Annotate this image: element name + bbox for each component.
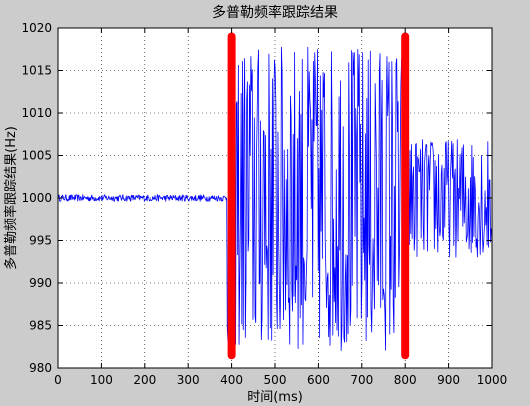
- y-tick-label: 1005: [21, 149, 52, 163]
- x-tick-label: 300: [177, 373, 200, 387]
- y-tick-label: 985: [29, 319, 52, 333]
- x-tick-label: 100: [90, 373, 113, 387]
- y-tick-label: 1020: [21, 21, 52, 35]
- x-tick-label: 500: [264, 373, 287, 387]
- x-tick-label: 400: [220, 373, 243, 387]
- chart-title: 多普勒频率跟踪结果: [212, 4, 338, 21]
- x-tick-label: 200: [133, 373, 156, 387]
- marker-layer: [227, 32, 410, 360]
- x-tick-label: 600: [307, 373, 330, 387]
- y-tick-label: 980: [29, 361, 52, 375]
- y-tick-label: 995: [29, 234, 52, 248]
- x-tick-label: 0: [54, 373, 62, 387]
- y-tick-label: 1000: [21, 191, 52, 205]
- ticks: 0 100 200 300 400 500 600 700 800 900 1000 980 985 99…: [21, 21, 507, 387]
- x-tick-label: 700: [350, 373, 373, 387]
- signal-layer: [57, 46, 492, 351]
- y-tick-label: 990: [29, 276, 52, 290]
- x-tick-label: 1000: [477, 373, 508, 387]
- y-tick-label: 1010: [21, 106, 52, 120]
- y-axis-label: 多普勒频率跟踪结果(Hz): [3, 126, 19, 270]
- x-tick-label: 800: [394, 373, 417, 387]
- x-tick-label: 900: [437, 373, 460, 387]
- series-line: [57, 46, 492, 351]
- y-tick-label: 1015: [21, 64, 52, 78]
- x-axis-label: 时间(ms): [247, 390, 303, 405]
